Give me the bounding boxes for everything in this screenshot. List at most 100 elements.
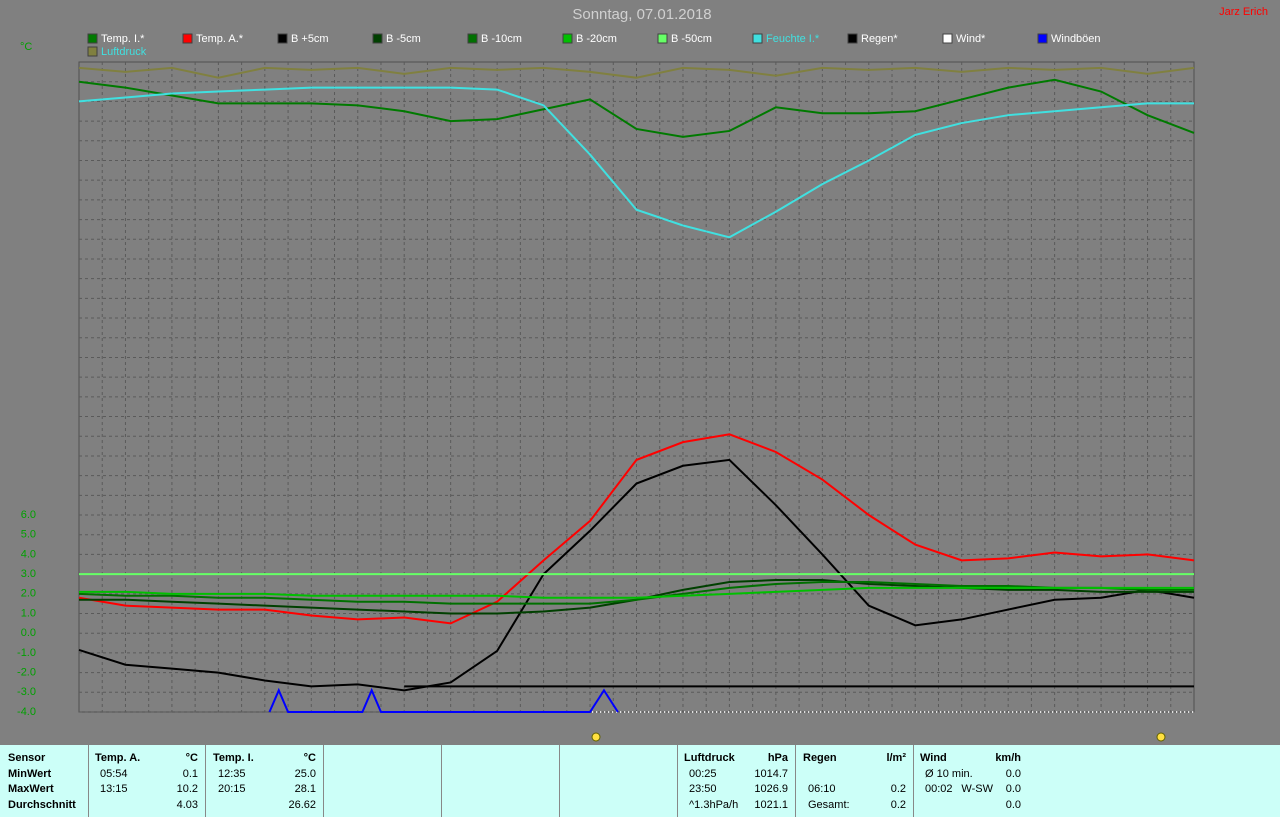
legend-label: B +5cm xyxy=(291,33,329,45)
table-cell: 4.03 xyxy=(176,799,198,811)
series-line xyxy=(78,66,1195,79)
table-cell: 05:54 xyxy=(100,768,128,780)
y-tick-label: 3.0 xyxy=(21,568,36,580)
legend-label: Regen* xyxy=(861,33,898,45)
table-cell: Wind xyxy=(920,752,947,764)
column-divider xyxy=(88,745,89,817)
table-cell: MinWert xyxy=(8,768,52,780)
table-cell: 0.0 xyxy=(1005,768,1021,780)
legend-swatch xyxy=(752,33,763,44)
legend-swatch xyxy=(87,33,98,44)
legend-label: Windböen xyxy=(1051,33,1101,45)
legend-swatch xyxy=(847,33,858,44)
table-cell: 20:15 xyxy=(218,783,246,795)
table-cell: 0.0 xyxy=(1005,799,1021,811)
series-line xyxy=(78,86,1194,239)
table-cell: 1021.1 xyxy=(754,799,788,811)
table-cell: °C xyxy=(185,752,198,764)
table-cell: 28.1 xyxy=(294,783,316,795)
table-cell: Temp. A. xyxy=(95,752,141,764)
series-line xyxy=(79,586,1194,599)
y-tick-label: 2.0 xyxy=(21,588,36,600)
table-cell: 0.2 xyxy=(890,799,906,811)
legend-label: B -20cm xyxy=(576,33,617,45)
table-cell: 0.2 xyxy=(890,783,906,795)
y-tick-label: 4.0 xyxy=(21,548,36,560)
sunset-icon xyxy=(1156,732,1166,742)
table-cell: °C xyxy=(303,752,316,764)
legend-swatch xyxy=(657,33,668,44)
user-name: Jarz Erich xyxy=(1219,6,1268,18)
table-cell: 1026.9 xyxy=(754,783,788,795)
table-cell: 23:50 xyxy=(689,783,717,795)
table-cell: 10.2 xyxy=(176,783,198,795)
table-cell: l/m² xyxy=(886,752,906,764)
y-tick-label: 5.0 xyxy=(21,529,36,541)
y-tick-label: 1.0 xyxy=(21,607,36,619)
y-tick-label: -2.0 xyxy=(17,667,36,679)
legend-label: Luftdruck xyxy=(101,46,147,58)
table-cell: km/h xyxy=(995,752,1021,764)
column-divider xyxy=(913,745,914,817)
table-cell: 1014.7 xyxy=(754,768,788,780)
legend-swatch xyxy=(942,33,953,44)
sunrise-icon xyxy=(591,732,601,742)
legend-swatch xyxy=(467,33,478,44)
series-line xyxy=(268,687,619,713)
table-cell: Sensor xyxy=(8,752,46,764)
column-divider xyxy=(441,745,442,817)
table-cell: 06:10 xyxy=(808,783,836,795)
table-cell: Gesamt: xyxy=(808,799,850,811)
chart: Sonntag, 07.01.2018 Jarz Erich °C -4.0 -3… xyxy=(17,6,1268,742)
legend-swatch xyxy=(277,33,288,44)
chart-title: Sonntag, 07.01.2018 xyxy=(572,6,711,23)
table-cell: Durchschnitt xyxy=(8,799,76,811)
column-divider xyxy=(559,745,560,817)
legend-swatch xyxy=(87,46,98,57)
legend-label: B -5cm xyxy=(386,33,421,45)
y-tick-label: 0.0 xyxy=(21,627,36,639)
table-cell: 13:15 xyxy=(100,783,128,795)
series-line xyxy=(78,78,1195,138)
series-line xyxy=(78,458,1195,692)
legend-label: B -10cm xyxy=(481,33,522,45)
table-cell: Temp. I. xyxy=(213,752,254,764)
series-line xyxy=(78,581,1194,605)
legend-swatch xyxy=(562,33,573,44)
table-cell: W-SW xyxy=(961,783,993,795)
y-tick-label: -1.0 xyxy=(17,647,36,659)
legend-label: Feuchte I.* xyxy=(766,33,820,45)
legend-swatch xyxy=(182,33,193,44)
sun-icons xyxy=(591,732,1166,742)
summary-table: Sensor MinWert MaxWert Durchschnitt Temp. A.… xyxy=(0,745,1280,817)
legend-label: Temp. I.* xyxy=(101,33,145,45)
table-cell: 00:25 xyxy=(689,768,717,780)
y-tick-label: -3.0 xyxy=(17,686,36,698)
table-cell: 0.1 xyxy=(182,768,198,780)
table-cell: Regen xyxy=(803,752,837,764)
legend-label: Wind* xyxy=(956,33,986,45)
column-divider xyxy=(323,745,324,817)
table-cell: MaxWert xyxy=(8,783,54,795)
y-tick-label: -4.0 xyxy=(17,706,36,718)
table-cell: 26.62 xyxy=(288,799,316,811)
legend-label: Temp. A.* xyxy=(196,33,244,45)
y-unit: °C xyxy=(20,41,32,53)
column-divider xyxy=(205,745,206,817)
legend-swatch xyxy=(372,33,383,44)
table-cell: ^1.3hPa/h xyxy=(689,799,739,811)
table-cell: 12:35 xyxy=(218,768,246,780)
column-divider xyxy=(677,745,678,817)
legend-swatch xyxy=(1037,33,1048,44)
y-tick-label: 6.0 xyxy=(21,509,36,521)
table-cell: Luftdruck xyxy=(684,752,735,764)
table-cell: 00:02 xyxy=(925,783,953,795)
table-cell: 25.0 xyxy=(294,768,316,780)
column-divider xyxy=(795,745,796,817)
table-cell: hPa xyxy=(767,752,788,764)
table-cell: 0.0 xyxy=(1005,783,1021,795)
legend-label: B -50cm xyxy=(671,33,712,45)
table-cell: Ø 10 min. xyxy=(925,768,973,780)
series-line xyxy=(78,433,1195,625)
